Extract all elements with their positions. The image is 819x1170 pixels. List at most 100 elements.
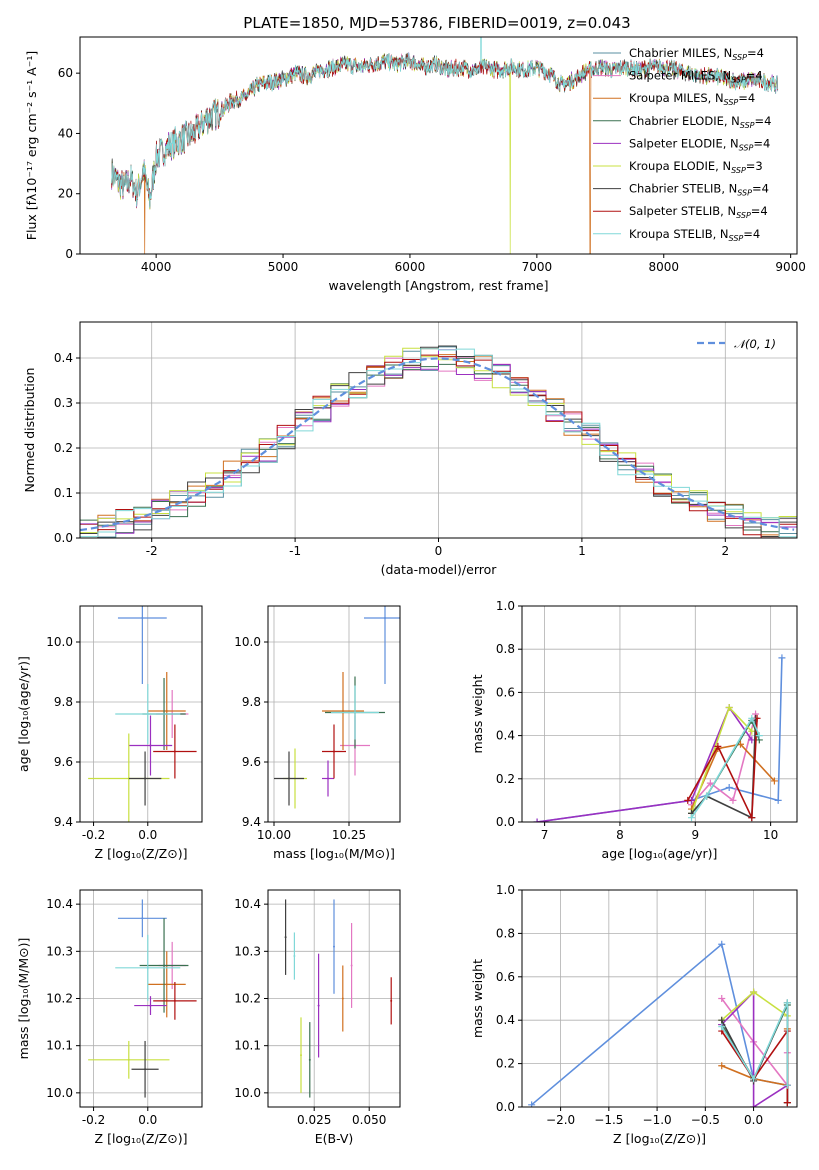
data-point bbox=[173, 750, 176, 753]
plot-area-wAge bbox=[533, 654, 786, 822]
y-tick-label: 0.8 bbox=[496, 642, 515, 656]
x-tick-label: −2.0 bbox=[546, 1113, 575, 1127]
x-tick-label: 10.25 bbox=[332, 828, 366, 842]
weight-marker bbox=[750, 1075, 758, 1083]
x-axis-label: Z [log₁₀(Z/Z⊙)] bbox=[95, 1131, 188, 1146]
spectrum-line-8 bbox=[111, 37, 779, 208]
x-axis-label: mass [log₁₀(M/M⊙)] bbox=[273, 846, 395, 861]
y-axis-label: age [log₁₀(age/yr)] bbox=[16, 656, 31, 772]
data-point bbox=[127, 1058, 130, 1061]
weight-marker bbox=[748, 714, 756, 722]
x-tick-label: 5000 bbox=[268, 260, 299, 274]
weight-line-7 bbox=[687, 718, 758, 819]
legend-entry: Chabrier STELIB, NSSP=4 bbox=[629, 182, 769, 198]
histogram-8 bbox=[80, 348, 797, 538]
weight-line-0 bbox=[536, 657, 783, 822]
x-tick-label: 6000 bbox=[395, 260, 426, 274]
x-tick-label: 0.050 bbox=[352, 1113, 386, 1127]
y-axis-label: mass weight bbox=[470, 959, 485, 1038]
x-tick-label: 4000 bbox=[141, 260, 172, 274]
weight-line-1 bbox=[690, 713, 757, 806]
x-tick-label: 0.025 bbox=[297, 1113, 331, 1127]
data-point bbox=[165, 983, 168, 986]
weight-marker bbox=[688, 814, 696, 822]
weight-marker bbox=[783, 1099, 791, 1107]
x-tick-label: 8 bbox=[616, 828, 624, 842]
x-tick-label: 0.0 bbox=[744, 1113, 763, 1127]
y-tick-label: 0.4 bbox=[496, 1013, 515, 1027]
data-point bbox=[284, 936, 287, 939]
data-point bbox=[149, 744, 152, 747]
y-tick-label: 10.2 bbox=[234, 992, 261, 1006]
panel-massZ: -0.2 0.0 10.0 10.1 10.2 10.3 10.4 Z [log₁₀(Z/Z⊙… bbox=[16, 889, 203, 1146]
plot-area-ageZ bbox=[88, 606, 197, 822]
histogram-7 bbox=[80, 354, 797, 538]
y-tick-label: 0.2 bbox=[54, 441, 73, 455]
weight-line-6 bbox=[720, 1002, 789, 1103]
weight-line-4 bbox=[536, 705, 753, 822]
y-tick-label: 0.0 bbox=[496, 1100, 515, 1114]
weight-marker bbox=[533, 818, 541, 822]
weight-marker bbox=[770, 777, 778, 785]
y-tick-label: 9.8 bbox=[54, 695, 73, 709]
panel-spectrum: 4000 5000 6000 7000 8000 9000 0 20 40 60 wavelengt… bbox=[24, 36, 806, 293]
weight-line-4 bbox=[721, 990, 788, 1107]
legend-entry: Salpeter STELIB, NSSP=4 bbox=[629, 204, 768, 220]
y-tick-label: 10.0 bbox=[234, 1086, 261, 1100]
weight-marker bbox=[755, 732, 763, 740]
x-tick-label: −0.5 bbox=[691, 1113, 720, 1127]
y-tick-label: 9.8 bbox=[242, 695, 261, 709]
y-tick-label: 10.0 bbox=[234, 635, 261, 649]
data-point bbox=[384, 617, 386, 619]
weight-marker bbox=[783, 1081, 791, 1089]
weight-marker bbox=[718, 995, 726, 1002]
x-tick-label: 9 bbox=[691, 828, 699, 842]
axes-frame bbox=[79, 605, 203, 823]
weight-marker bbox=[725, 704, 733, 712]
legend-entry: Chabrier MILES, NSSP=4 bbox=[629, 46, 764, 62]
y-tick-label: 60 bbox=[58, 66, 73, 80]
x-tick-label: 10.00 bbox=[257, 828, 291, 842]
panel-massE: 0.025 0.050 10.0 10.1 10.2 10.3 10.4 E(B-V) bbox=[234, 889, 401, 1146]
x-tick-label: 0.0 bbox=[138, 1113, 157, 1127]
x-tick-label: -2 bbox=[146, 544, 158, 558]
data-point bbox=[141, 617, 144, 619]
panel-wAge: 7 8 9 10 0.0 0.2 0.4 0.6 0.8 1.0 age [log₁₀(age/yr… bbox=[470, 599, 798, 861]
y-tick-label: 0.2 bbox=[496, 772, 515, 786]
axes-frame bbox=[79, 36, 798, 255]
weight-marker bbox=[750, 1103, 758, 1107]
legend-entry: Kroupa MILES, NSSP=4 bbox=[629, 91, 755, 107]
data-point bbox=[144, 777, 147, 780]
weight-marker bbox=[684, 796, 692, 804]
weight-line-8 bbox=[721, 1002, 789, 1086]
x-tick-label: -0.2 bbox=[82, 1113, 105, 1127]
plot-area-wZ bbox=[528, 940, 791, 1107]
y-tick-label: 0.4 bbox=[496, 729, 515, 743]
weight-marker bbox=[718, 1016, 726, 1024]
x-axis-label: (data-model)/error bbox=[381, 562, 498, 577]
weight-marker bbox=[714, 742, 722, 750]
spectrum-line-2 bbox=[111, 54, 779, 254]
y-tick-label: 0.6 bbox=[496, 970, 515, 984]
data-point bbox=[300, 1054, 302, 1057]
weight-marker bbox=[718, 1023, 726, 1031]
data-point bbox=[342, 710, 344, 712]
y-tick-label: 0.8 bbox=[496, 926, 515, 940]
y-tick-label: 20 bbox=[58, 187, 73, 201]
y-tick-label: 10.2 bbox=[46, 992, 73, 1006]
weight-marker bbox=[783, 999, 791, 1007]
data-point bbox=[146, 966, 149, 969]
y-tick-label: 9.4 bbox=[242, 815, 261, 829]
y-tick-label: 40 bbox=[58, 126, 73, 140]
y-tick-label: 9.4 bbox=[54, 815, 73, 829]
panel-ageZ: -0.2 0.0 9.4 9.6 9.8 10.0 Z [log₁₀(Z/Z⊙)] age [… bbox=[16, 605, 203, 861]
data-point bbox=[163, 964, 166, 967]
y-tick-label: 9.6 bbox=[242, 755, 261, 769]
panel-wZ: −2.0 −1.5 −1.0 −0.5 0.0 0.0 0.2 0.4 0.6 0.8 1.0 Z [… bbox=[470, 883, 798, 1146]
x-tick-label: 8000 bbox=[648, 260, 679, 274]
data-point bbox=[141, 917, 144, 920]
y-tick-label: 10.0 bbox=[46, 635, 73, 649]
weight-marker bbox=[703, 792, 711, 800]
y-tick-label: 10.0 bbox=[46, 1086, 73, 1100]
